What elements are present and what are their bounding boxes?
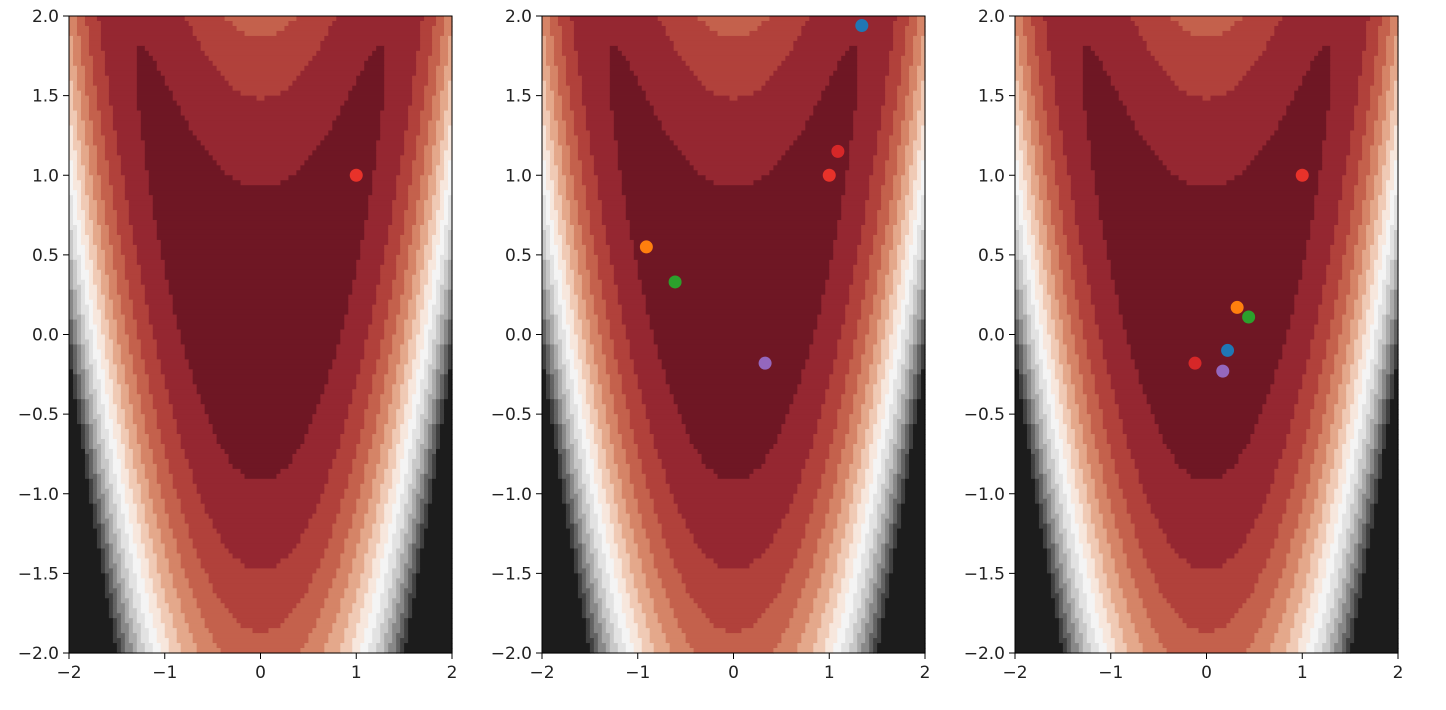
y-tick-label: 1.5: [505, 87, 532, 107]
scatter-point: [668, 275, 682, 289]
scatter-point: [1242, 310, 1256, 324]
y-tick-label: 1.5: [32, 87, 59, 107]
y-tick-label: 1.0: [505, 166, 532, 186]
y-tick-label: −0.5: [964, 405, 1005, 425]
contour-background: [69, 16, 453, 654]
y-tick-label: −1.0: [18, 485, 59, 505]
scatter-point: [1188, 356, 1202, 370]
y-tick-label: −0.5: [491, 405, 532, 425]
x-tick-label: 0: [255, 663, 266, 683]
scatter-point: [639, 240, 653, 254]
y-tick-label: 0.0: [32, 326, 59, 346]
x-tick-label: 1: [824, 663, 835, 683]
x-tick-label: 2: [920, 663, 931, 683]
y-tick-label: 2.0: [505, 7, 532, 27]
scatter-point: [1295, 168, 1309, 182]
scatter-point: [822, 168, 836, 182]
x-tick-label: 1: [351, 663, 362, 683]
y-tick-label: 1.0: [32, 166, 59, 186]
x-tick-label: 0: [728, 663, 739, 683]
scatter-point: [1221, 343, 1235, 357]
x-tick-label: −1: [1098, 663, 1123, 683]
scatter-point: [758, 356, 772, 370]
y-tick-label: −1.5: [964, 564, 1005, 584]
x-tick-label: −2: [56, 663, 81, 683]
y-tick-label: 2.0: [978, 7, 1005, 27]
y-tick-label: −2.0: [964, 644, 1005, 664]
y-tick-label: −1.0: [491, 485, 532, 505]
x-tick-label: −1: [152, 663, 177, 683]
y-tick-label: −0.5: [18, 405, 59, 425]
y-tick-label: −2.0: [491, 644, 532, 664]
x-tick-label: 1: [1297, 663, 1308, 683]
y-tick-label: 0.5: [505, 246, 532, 266]
scatter-point: [1230, 300, 1244, 314]
contour-background: [542, 16, 926, 654]
x-tick-label: 2: [447, 663, 458, 683]
y-tick-label: 0.0: [505, 326, 532, 346]
y-tick-label: 2.0: [32, 7, 59, 27]
x-tick-label: −1: [625, 663, 650, 683]
scatter-point: [855, 19, 869, 33]
y-tick-label: −1.5: [491, 564, 532, 584]
x-tick-label: 0: [1201, 663, 1212, 683]
x-tick-label: −2: [1002, 663, 1027, 683]
scatter-point: [831, 144, 845, 158]
scatter-point: [349, 168, 363, 182]
y-tick-label: 1.5: [978, 87, 1005, 107]
y-tick-label: 0.0: [978, 326, 1005, 346]
y-tick-label: −1.5: [18, 564, 59, 584]
contour-background: [1015, 16, 1399, 654]
panel-1: −2 −1 0 1 2 2.0 1.5 1.0 0.5 0.0 −0.5 −1.0 −1.5 −2.0: [18, 7, 458, 683]
x-tick-label: −2: [529, 663, 554, 683]
y-tick-label: 0.5: [978, 246, 1005, 266]
y-tick-label: 1.0: [978, 166, 1005, 186]
y-tick-label: −1.0: [964, 485, 1005, 505]
y-tick-label: −2.0: [18, 644, 59, 664]
panel-2: −2 −1 0 1 2 2.0 1.5 1.0 0.5 0.0 −0.5 −1.0 −1.5 −2.0: [491, 7, 931, 683]
x-tick-label: 2: [1393, 663, 1404, 683]
scatter-point: [1216, 364, 1230, 378]
panel-3: −2 −1 0 1 2 2.0 1.5 1.0 0.5 0.0 −0.5 −1.0 −1.5 −2.0: [964, 7, 1404, 683]
y-tick-label: 0.5: [32, 246, 59, 266]
